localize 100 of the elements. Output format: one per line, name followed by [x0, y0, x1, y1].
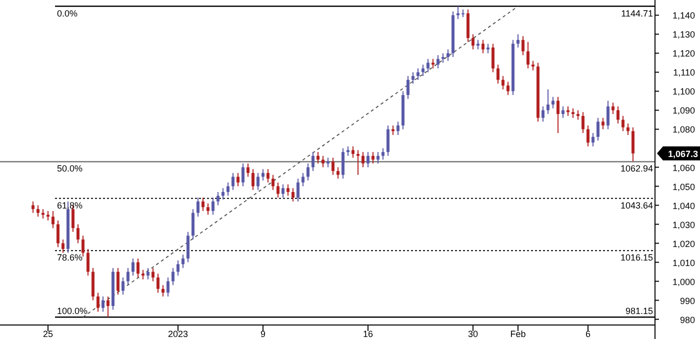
candlestick: [576, 110, 580, 120]
candlestick: [422, 64, 424, 77]
candlestick: [292, 188, 294, 202]
annotation: 78.6%: [57, 252, 83, 263]
annotation: 0.0%: [57, 8, 78, 18]
ref-line-label: 1144.71: [621, 8, 653, 18]
candlestick: [472, 34, 474, 50]
candlestick: [242, 162, 244, 187]
x-tick-label: 6: [585, 329, 591, 339]
candlestick: [502, 76, 504, 90]
y-tick-label: 1,000: [672, 276, 695, 287]
candlestick: [342, 148, 344, 180]
candlestick: [272, 174, 274, 191]
candlestick: [376, 152, 380, 164]
candlestick: [552, 96, 554, 109]
candlestick: [32, 200, 34, 214]
candlestick: [276, 182, 280, 198]
candlestick: [246, 162, 250, 178]
y-tick-label: 1,080: [672, 124, 695, 135]
candlestick: [356, 150, 360, 176]
candlestick: [152, 267, 154, 282]
y-tick-label: 1,110: [673, 68, 695, 78]
candlestick: [532, 60, 534, 71]
y-tick-label: 1,090: [672, 106, 695, 116]
y-tick-label: 1,100: [672, 86, 695, 97]
candlestick: [212, 197, 214, 216]
candlestick: [482, 39, 484, 54]
candlestick: [386, 124, 390, 156]
candlestick: [96, 292, 100, 312]
candlestick: [396, 121, 400, 136]
ref-line-label: 1062.94: [620, 164, 653, 174]
candlestick: [526, 41, 530, 69]
candlestick: [616, 106, 620, 124]
candlestick: [252, 168, 254, 191]
y-tick-label: 1,120: [672, 48, 695, 59]
y-tick-label: 1,030: [672, 220, 695, 230]
candlestick: [166, 276, 170, 297]
candlestick: [542, 106, 544, 122]
x-tick-label: 2023: [168, 329, 188, 339]
candlestick: [236, 172, 240, 187]
candlestick: [196, 197, 200, 218]
y-tick-label: 1,140: [672, 10, 695, 21]
candlestick: [326, 157, 330, 168]
candlestick: [192, 208, 194, 240]
candlestick: [582, 112, 584, 134]
candlestick: [306, 162, 310, 182]
candlestick: [162, 284, 164, 297]
candlestick: [372, 152, 374, 164]
ref-line-label: 1016.15: [620, 252, 653, 263]
candlestick: [572, 108, 574, 118]
candlestick: [86, 248, 90, 276]
x-tick-label: 30: [468, 329, 478, 339]
candlestick: [316, 152, 320, 164]
candlestick: [42, 208, 44, 220]
ref-line-label: 1043.64: [620, 200, 653, 210]
x-tick-label: 16: [362, 329, 374, 339]
candlestick: [62, 238, 64, 254]
candlestick: [562, 106, 564, 118]
candlestick: [446, 48, 450, 62]
candlestick: [176, 260, 180, 276]
x-tick-label: 9: [260, 329, 266, 339]
candlestick: [332, 157, 334, 176]
y-tick-label: 1,050: [672, 182, 695, 192]
candlestick: [566, 106, 570, 116]
annotation: 100.0%: [57, 306, 88, 316]
candlestick: [382, 148, 384, 160]
candlestick: [132, 258, 134, 276]
candlestick: [56, 220, 60, 248]
candlestick: [202, 197, 204, 212]
candlestick: [592, 132, 594, 147]
y-tick-label: 1,130: [672, 30, 695, 40]
candlestick: [256, 172, 260, 191]
candlestick: [546, 88, 550, 115]
candlestick: [346, 146, 350, 156]
y-tick-label: 990: [680, 296, 695, 306]
candlestick: [476, 39, 480, 50]
candlestick: [602, 117, 604, 130]
y-tick-label: 1,020: [672, 238, 695, 249]
y-tick-label: 1,060: [672, 162, 695, 173]
candlestick: [186, 231, 190, 263]
candlestick: [146, 267, 150, 280]
candlestick: [232, 172, 234, 191]
candlestick: [556, 96, 560, 134]
candlestick: [172, 267, 174, 286]
candlestick: [136, 258, 140, 278]
candlestick: [486, 43, 490, 54]
candlestick: [76, 224, 80, 244]
candlestick: [262, 168, 264, 182]
candlestick: [36, 204, 40, 218]
candlestick: [416, 68, 420, 80]
candlestick: [412, 72, 414, 84]
candlestick: [122, 276, 124, 296]
annotation: 50.0%: [57, 164, 83, 174]
candlestick: [506, 81, 510, 96]
candlestick: [282, 184, 284, 198]
y-tick-label: 1,040: [672, 200, 695, 211]
candlestick: [322, 155, 324, 168]
candlestick: [516, 34, 520, 48]
candlestick: [436, 54, 440, 69]
candlestick: [336, 166, 340, 180]
